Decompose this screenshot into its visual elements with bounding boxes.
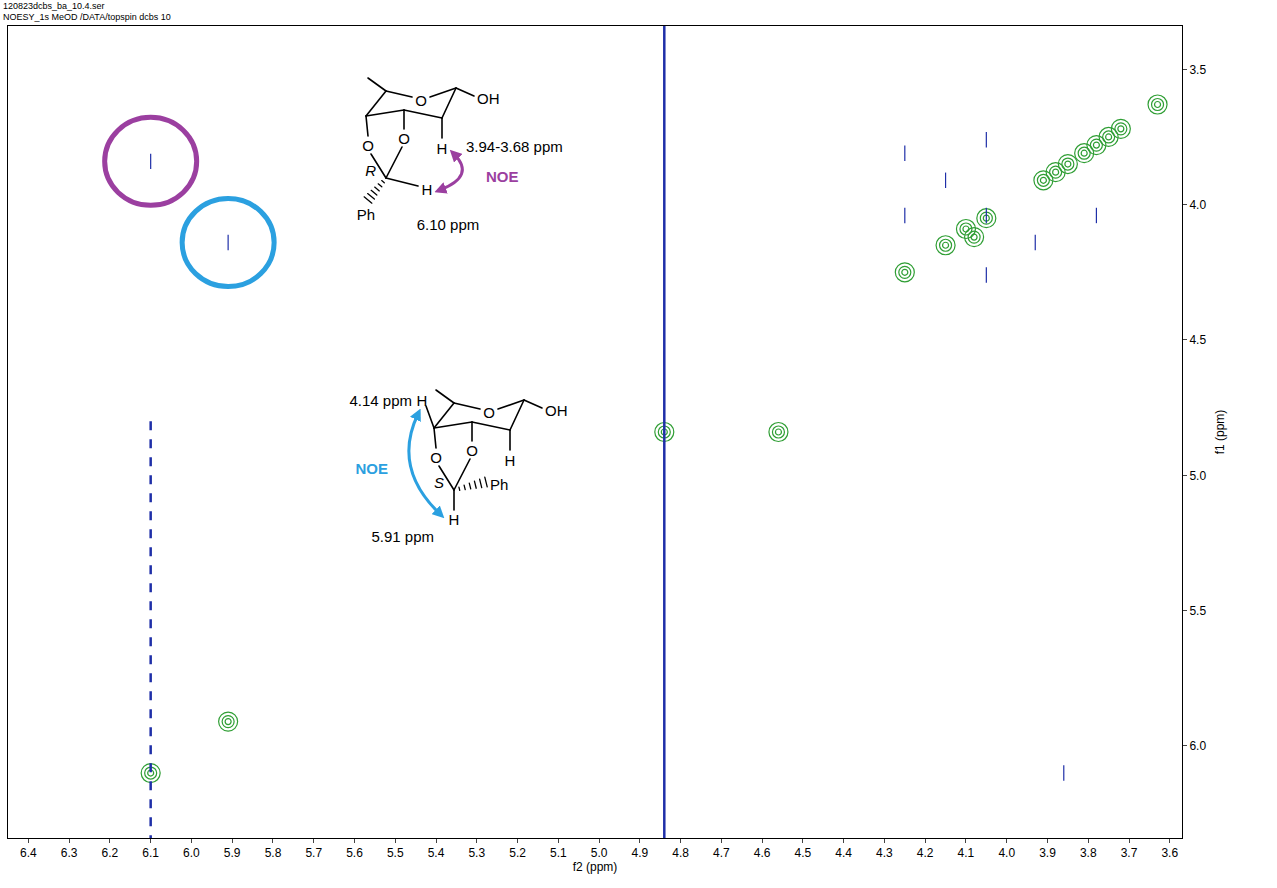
svg-text:3.5: 3.5 [1189, 63, 1206, 77]
svg-text:5.6: 5.6 [346, 846, 363, 860]
svg-text:Ph: Ph [357, 206, 375, 223]
svg-text:5.3: 5.3 [468, 846, 485, 860]
svg-text:O: O [430, 449, 442, 466]
svg-text:4.6: 4.6 [754, 846, 771, 860]
svg-text:4.1: 4.1 [958, 846, 975, 860]
html-text:120823dcbs_ba_10.4.ser: 120823dcbs_ba_10.4.ser [3, 1, 105, 11]
svg-text:6.4: 6.4 [20, 846, 37, 860]
svg-text:4.7: 4.7 [713, 846, 730, 860]
svg-text:4.0: 4.0 [1189, 198, 1206, 212]
svg-text:OH: OH [477, 90, 500, 107]
svg-text:4.0: 4.0 [998, 846, 1015, 860]
svg-text:OH: OH [545, 402, 568, 419]
svg-text:f1 (ppm): f1 (ppm) [1213, 410, 1227, 455]
svg-text:4.9: 4.9 [631, 846, 648, 860]
svg-text:4.4: 4.4 [835, 846, 852, 860]
svg-text:NOE: NOE [355, 460, 388, 477]
svg-text:3.7: 3.7 [1121, 846, 1138, 860]
svg-text:5.4: 5.4 [428, 846, 445, 860]
svg-text:6.0: 6.0 [183, 846, 200, 860]
html-text:NOESY_1s MeOD /DATA/topspin dc: NOESY_1s MeOD /DATA/topspin dcbs 10 [3, 12, 171, 22]
svg-text:5.5: 5.5 [387, 846, 404, 860]
svg-text:5.7: 5.7 [305, 846, 322, 860]
svg-text:Ph: Ph [490, 476, 508, 493]
svg-text:5.0: 5.0 [591, 846, 608, 860]
svg-text:3.9: 3.9 [1039, 846, 1056, 860]
svg-text:6.1: 6.1 [142, 846, 159, 860]
svg-text:4.14 ppm: 4.14 ppm [349, 392, 412, 409]
svg-text:5.1: 5.1 [550, 846, 567, 860]
svg-text:3.94-3.68 ppm: 3.94-3.68 ppm [466, 138, 563, 155]
svg-text:5.91 ppm: 5.91 ppm [371, 528, 434, 545]
svg-text:R: R [365, 162, 376, 179]
svg-text:4.5: 4.5 [795, 846, 812, 860]
svg-text:3.8: 3.8 [1080, 846, 1097, 860]
svg-text:4.8: 4.8 [672, 846, 689, 860]
svg-text:H: H [505, 452, 516, 469]
svg-text:6.3: 6.3 [61, 846, 78, 860]
svg-text:S: S [434, 474, 444, 491]
svg-text:5.9: 5.9 [224, 846, 241, 860]
svg-text:5.8: 5.8 [265, 846, 282, 860]
svg-text:H: H [437, 140, 448, 157]
svg-text:O: O [415, 92, 427, 109]
svg-text:NOE: NOE [486, 168, 519, 185]
svg-text:O: O [483, 404, 495, 421]
svg-text:6.2: 6.2 [102, 846, 119, 860]
svg-text:5.5: 5.5 [1189, 604, 1206, 618]
svg-text:H: H [449, 511, 460, 528]
svg-text:O: O [398, 130, 410, 147]
svg-text:6.0: 6.0 [1189, 739, 1206, 753]
svg-text:5.0: 5.0 [1189, 469, 1206, 483]
svg-text:H: H [417, 392, 428, 409]
svg-text:4.5: 4.5 [1189, 333, 1206, 347]
svg-text:4.2: 4.2 [917, 846, 934, 860]
svg-text:5.2: 5.2 [509, 846, 526, 860]
svg-text:H: H [422, 181, 433, 198]
svg-text:O: O [362, 137, 374, 154]
svg-text:O: O [466, 442, 478, 459]
svg-text:4.3: 4.3 [876, 846, 893, 860]
svg-text:f2 (ppm): f2 (ppm) [573, 860, 618, 874]
svg-text:3.6: 3.6 [1161, 846, 1178, 860]
svg-text:6.10 ppm: 6.10 ppm [417, 216, 480, 233]
